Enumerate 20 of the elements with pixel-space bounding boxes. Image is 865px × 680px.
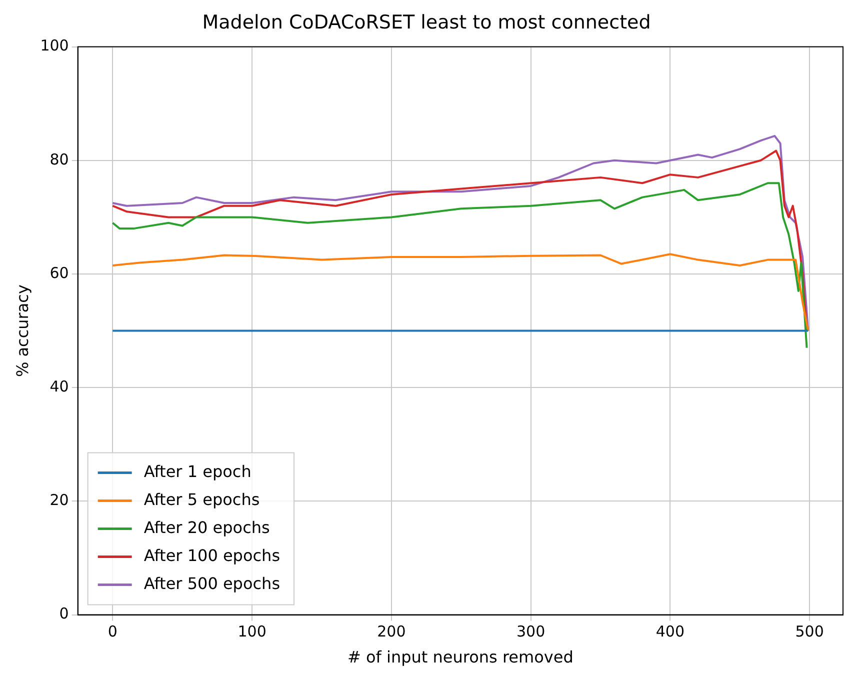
y-tick-label: 20 <box>50 491 69 510</box>
x-tick-label: 200 <box>377 622 406 641</box>
x-tick-label: 400 <box>656 622 684 641</box>
legend-label: After 5 epochs <box>144 490 260 509</box>
y-axis-title: % accuracy <box>12 284 32 378</box>
y-tick-label: 60 <box>50 264 69 282</box>
x-tick-label: 100 <box>238 622 266 641</box>
y-tick-label: 100 <box>40 36 69 55</box>
y-tick-label: 80 <box>50 150 69 168</box>
x-tick-label: 500 <box>795 622 824 641</box>
chart-title: Madelon CoDACoRSET least to most connected <box>202 11 651 34</box>
x-tick-label: 300 <box>516 622 546 641</box>
y-tick-label: 0 <box>59 604 69 623</box>
legend-label: After 100 epochs <box>144 546 280 565</box>
legend-label: After 20 epochs <box>144 518 270 537</box>
legend-label: After 1 epoch <box>144 462 252 481</box>
legend-label: After 500 epochs <box>144 574 280 593</box>
x-axis-title: # of input neurons removed <box>347 648 574 667</box>
x-tick-label: 0 <box>108 622 118 641</box>
y-tick-label: 40 <box>50 377 69 396</box>
